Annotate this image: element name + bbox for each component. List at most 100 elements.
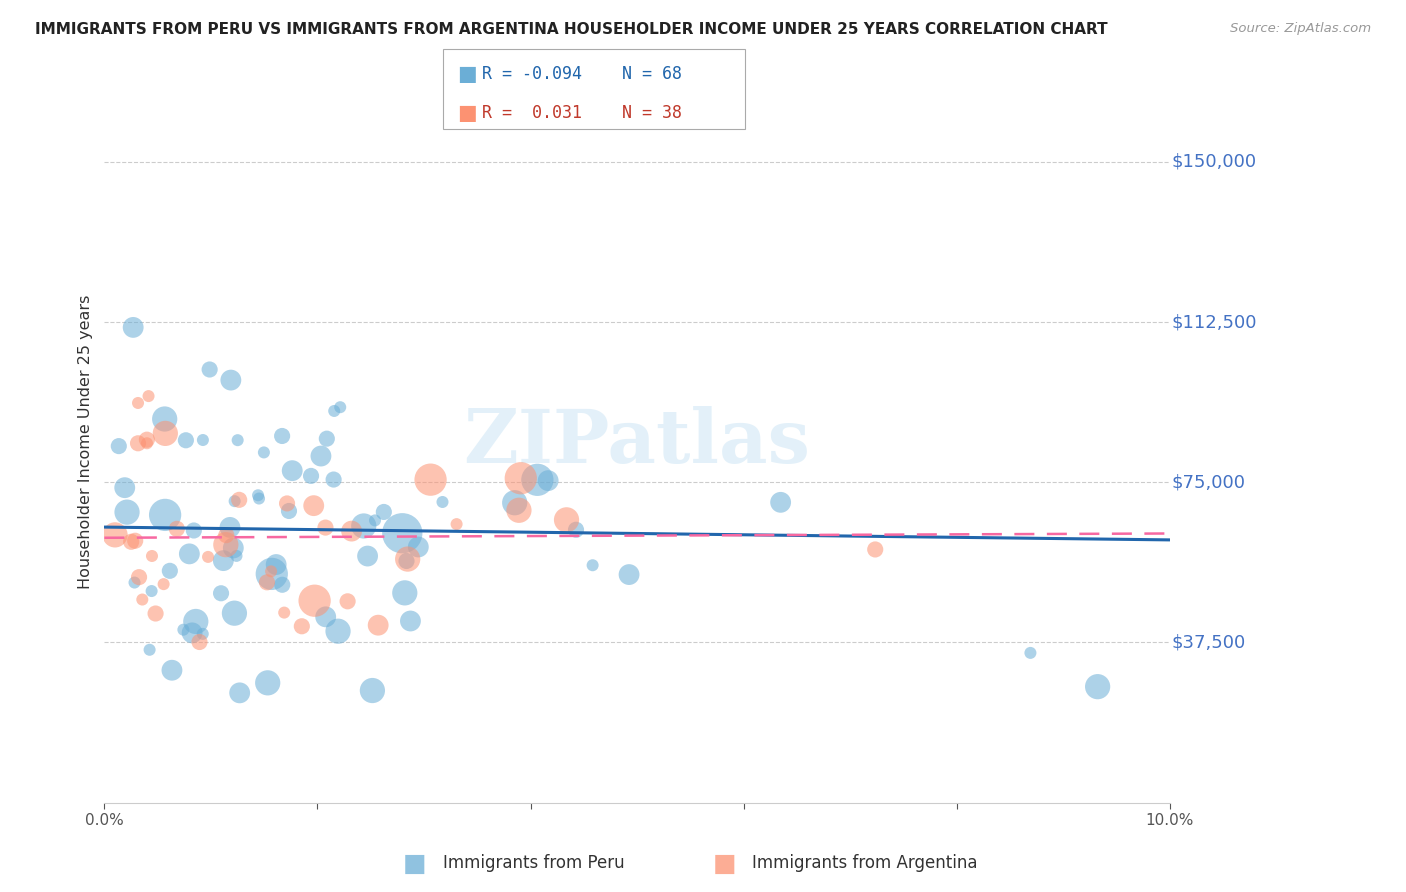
Point — [273, 606, 295, 620]
Point — [172, 623, 194, 637]
Point — [253, 445, 276, 459]
Point — [247, 488, 270, 502]
Text: Source: ZipAtlas.com: Source: ZipAtlas.com — [1230, 22, 1371, 36]
Point — [408, 540, 430, 554]
Text: ■: ■ — [457, 103, 477, 123]
Point — [128, 570, 150, 584]
Point — [281, 464, 304, 478]
Point — [769, 495, 792, 509]
Y-axis label: Householder Income Under 25 years: Householder Income Under 25 years — [79, 295, 93, 590]
Point — [581, 558, 603, 573]
Point — [160, 663, 183, 677]
Point — [155, 426, 177, 441]
Point — [247, 491, 270, 506]
Point — [353, 519, 375, 533]
Point — [166, 522, 188, 536]
Point — [1019, 646, 1042, 660]
Text: IMMIGRANTS FROM PERU VS IMMIGRANTS FROM ARGENTINA HOUSEHOLDER INCOME UNDER 25 YE: IMMIGRANTS FROM PERU VS IMMIGRANTS FROM … — [35, 22, 1108, 37]
Point — [432, 495, 454, 509]
Point — [145, 607, 167, 621]
Point — [1087, 680, 1109, 694]
Point — [419, 473, 441, 487]
Point — [184, 615, 207, 629]
Point — [309, 449, 332, 463]
Point — [179, 547, 201, 561]
Point — [159, 564, 181, 578]
Point — [260, 565, 283, 579]
Point — [191, 433, 214, 447]
Point — [537, 474, 560, 488]
Point — [136, 436, 159, 450]
Point — [367, 618, 389, 632]
Text: R = -0.094    N = 68: R = -0.094 N = 68 — [482, 65, 682, 83]
Point — [127, 396, 149, 410]
Point — [124, 575, 146, 590]
Point — [526, 473, 548, 487]
Point — [271, 578, 294, 592]
Point — [174, 434, 197, 448]
Point — [225, 549, 247, 563]
Point — [122, 320, 145, 334]
Point — [565, 523, 588, 537]
Point — [326, 624, 349, 639]
Point — [329, 400, 352, 414]
Point — [135, 433, 157, 447]
Point — [224, 606, 246, 620]
Point — [863, 542, 886, 557]
Point — [153, 412, 176, 426]
Point — [396, 552, 419, 566]
Point — [224, 494, 246, 508]
Point — [356, 549, 378, 563]
Point — [503, 496, 526, 510]
Point — [555, 513, 578, 527]
Point — [197, 549, 219, 564]
Point — [315, 432, 337, 446]
Point — [138, 642, 160, 657]
Point — [391, 526, 413, 541]
Point — [315, 610, 337, 624]
Text: Immigrants from Argentina: Immigrants from Argentina — [752, 855, 977, 872]
Point — [188, 635, 211, 649]
Point — [183, 524, 205, 538]
Point — [299, 469, 322, 483]
Point — [153, 508, 176, 522]
Point — [508, 503, 530, 517]
Text: $75,000: $75,000 — [1171, 474, 1246, 491]
Point — [198, 362, 221, 376]
Text: $150,000: $150,000 — [1171, 153, 1257, 171]
Point — [364, 513, 387, 527]
Point — [340, 524, 363, 538]
Point — [373, 505, 395, 519]
Point — [228, 686, 250, 700]
Point — [399, 614, 422, 628]
Point — [138, 389, 160, 403]
Text: ■: ■ — [713, 852, 735, 875]
Point — [361, 683, 384, 698]
Point — [322, 473, 344, 487]
Point — [228, 492, 250, 507]
Point — [226, 433, 249, 447]
Point — [115, 505, 138, 519]
Text: ZIPatlas: ZIPatlas — [464, 406, 811, 479]
Point — [323, 404, 346, 418]
Point — [209, 586, 232, 600]
Point — [212, 553, 235, 567]
Point — [215, 528, 238, 542]
Point — [395, 554, 418, 568]
Point — [131, 592, 153, 607]
Point — [260, 566, 283, 581]
Point — [181, 626, 204, 640]
Point — [215, 538, 238, 552]
Point — [127, 436, 149, 450]
Point — [509, 471, 531, 485]
Point — [219, 373, 242, 387]
Text: R =  0.031    N = 38: R = 0.031 N = 38 — [482, 104, 682, 122]
Point — [336, 594, 359, 608]
Point — [141, 549, 163, 563]
Point — [141, 584, 163, 599]
Text: Immigrants from Peru: Immigrants from Peru — [443, 855, 624, 872]
Point — [256, 575, 278, 590]
Point — [264, 558, 287, 572]
Point — [191, 627, 214, 641]
Point — [278, 504, 301, 518]
